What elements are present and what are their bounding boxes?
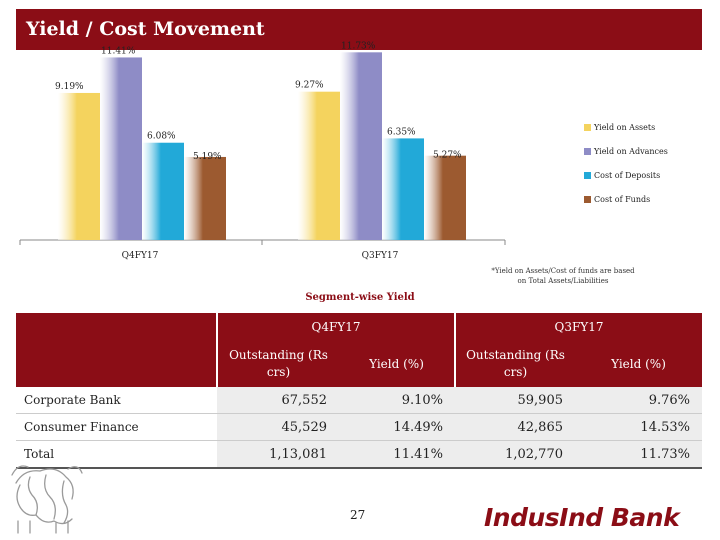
header-outstanding-label: Outstanding (Rs crs) xyxy=(466,348,565,379)
bar-yield-on-assets-q3fy17 xyxy=(298,91,340,241)
indusind-bank-logo: IndusInd Bank xyxy=(484,503,680,532)
q4-yield: 9.10% xyxy=(339,387,455,414)
q4-outstanding: 45,529 xyxy=(217,413,339,441)
table-header-periods: Q4FY17 Q3FY17 xyxy=(16,313,702,341)
row-label: Consumer Finance xyxy=(16,413,217,441)
legend-swatch xyxy=(584,124,591,131)
header-yield-label: Yield (%) xyxy=(611,356,666,371)
legend-entry: Yield on Assets xyxy=(593,123,655,132)
bar-cost-of-funds-q3fy17 xyxy=(424,155,466,240)
q3-yield: 9.76% xyxy=(575,387,702,414)
table-row: Consumer Finance 45,529 14.49% 42,865 14… xyxy=(16,413,702,441)
data-label: 9.19% xyxy=(55,82,84,92)
row-label: Corporate Bank xyxy=(16,387,217,414)
header-blank xyxy=(16,313,217,341)
q4-yield: 11.41% xyxy=(339,440,455,469)
data-label: 11.73% xyxy=(341,41,376,51)
legend-swatch xyxy=(584,172,591,179)
legend-swatch xyxy=(584,148,591,155)
header-outstanding-label: Outstanding (Rs crs) xyxy=(229,348,328,379)
bull-emblem-icon xyxy=(11,465,83,534)
category-label: Q4FY17 xyxy=(122,251,159,261)
header-blank xyxy=(16,341,217,387)
page-number: 27 xyxy=(350,508,366,522)
title-bar: Yield / Cost Movement xyxy=(16,9,702,50)
q4-outstanding: 1,13,081 xyxy=(217,440,339,469)
table-header-columns: Outstanding (Rs crs) Yield (%) Outstandi… xyxy=(16,341,702,387)
bar-yield-on-advances-q3fy17 xyxy=(340,52,382,240)
table-row-total: Total 1,13,081 11.41% 1,02,770 11.73% xyxy=(16,440,702,469)
header-yield-q4: Yield (%) xyxy=(339,341,455,387)
segment-yield-table: Q4FY17 Q3FY17 Outstanding (Rs crs) Yield… xyxy=(16,313,702,469)
bar-cost-of-funds-q4fy17 xyxy=(184,156,226,240)
q4-yield: 14.49% xyxy=(339,413,455,441)
q3-outstanding: 42,865 xyxy=(455,413,575,441)
q4-outstanding: 67,552 xyxy=(217,387,339,414)
data-label: 6.35% xyxy=(387,127,416,137)
yield-cost-chart: 9.19% 11.41% 6.08% 5.19% Q4FY17 9.27% 11.73% 6.… xyxy=(19,41,668,261)
bar-cost-of-deposits-q4fy17 xyxy=(142,142,184,240)
data-label: 5.27% xyxy=(433,151,462,161)
header-period-q3: Q3FY17 xyxy=(454,313,702,341)
data-label: 11.41% xyxy=(101,46,136,56)
bar-cost-of-deposits-q3fy17 xyxy=(382,138,424,240)
data-label: 5.19% xyxy=(193,152,222,162)
legend-entry: Cost of Deposits xyxy=(594,171,660,180)
bar-yield-on-assets-q4fy17 xyxy=(58,92,100,241)
legend-swatch xyxy=(584,196,591,203)
legend-entry: Yield on Advances xyxy=(593,147,668,156)
header-yield-label: Yield (%) xyxy=(369,356,424,371)
q3-yield: 14.53% xyxy=(575,413,702,441)
data-label: 6.08% xyxy=(147,132,176,142)
header-yield-q3: Yield (%) xyxy=(575,341,702,387)
q3-outstanding: 59,905 xyxy=(455,387,575,414)
segment-table-title: Segment-wise Yield xyxy=(305,292,415,303)
bar-yield-on-advances-q4fy17 xyxy=(100,57,142,240)
category-label: Q3FY17 xyxy=(362,251,399,261)
q3-outstanding: 1,02,770 xyxy=(455,440,575,469)
chart-footnote: *Yield on Assets/Cost of funds are based… xyxy=(491,267,635,285)
data-label: 9.27% xyxy=(295,81,324,91)
header-outstanding-q4: Outstanding (Rs crs) xyxy=(216,341,339,387)
row-label: Total xyxy=(16,440,217,469)
header-period-q4: Q4FY17 xyxy=(216,313,455,341)
legend-entry: Cost of Funds xyxy=(594,195,650,204)
table-row: Corporate Bank 67,552 9.10% 59,905 9.76% xyxy=(16,387,702,414)
q3-yield: 11.73% xyxy=(575,440,702,469)
page-title: Yield / Cost Movement xyxy=(26,18,265,40)
header-outstanding-q3: Outstanding (Rs crs) xyxy=(454,341,575,387)
